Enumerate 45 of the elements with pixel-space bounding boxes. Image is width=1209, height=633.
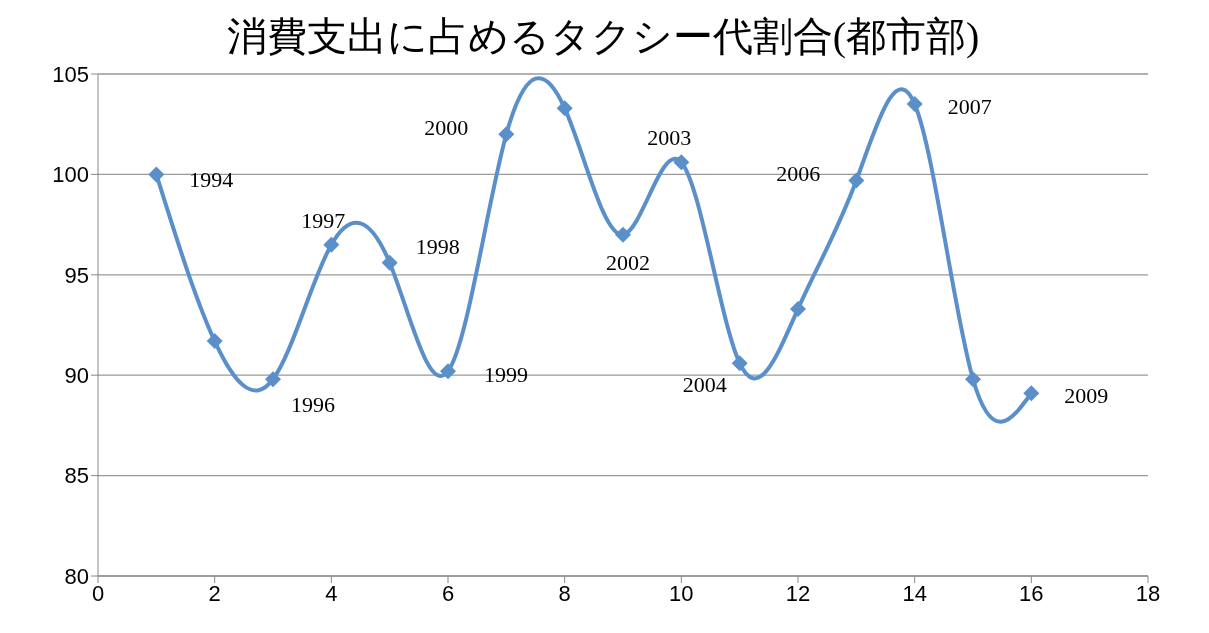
point	[906, 96, 923, 113]
annotation: 2003	[647, 125, 692, 151]
point	[498, 126, 515, 143]
annotation: 2000	[424, 115, 469, 141]
point	[1023, 385, 1040, 402]
y-tick-label: 105	[52, 61, 89, 87]
annotation: 2006	[776, 161, 821, 187]
x-tick-label: 0	[91, 580, 105, 606]
point	[265, 371, 281, 388]
point	[556, 100, 573, 117]
annotation: 1998	[415, 233, 460, 259]
chart-title: 消費支出に占めるタクシー代割合(都市部)	[226, 14, 980, 59]
point	[790, 300, 806, 317]
annotation: 1999	[484, 362, 528, 388]
x-tick-label: 6	[441, 580, 455, 606]
annotation: 1994	[189, 167, 234, 193]
point	[731, 355, 748, 372]
annotation: 2007	[947, 94, 992, 120]
point	[615, 226, 631, 243]
point	[148, 166, 165, 183]
point	[381, 254, 398, 271]
x-tick-label: 2	[208, 580, 221, 606]
x-tick-label: 12	[785, 580, 811, 606]
annotation: 1996	[291, 392, 335, 418]
point	[848, 172, 865, 189]
x-tick-label: 14	[902, 580, 927, 606]
annotation: 1997	[301, 207, 346, 233]
point	[206, 333, 223, 350]
x-tick-label: 8	[558, 580, 571, 606]
x-tick-label: 18	[1135, 580, 1161, 606]
point	[965, 371, 981, 388]
annotation: 2004	[682, 372, 727, 398]
y-tick-label: 85	[64, 463, 89, 489]
y-tick-label: 90	[64, 363, 89, 389]
annotation: 2002	[606, 249, 650, 275]
point	[323, 236, 340, 253]
y-tick-label: 80	[64, 563, 89, 589]
x-tick-label: 16	[1019, 580, 1044, 606]
x-tick-label: 4	[325, 580, 338, 606]
annotation: 2009	[1064, 383, 1109, 409]
point	[440, 363, 456, 380]
point	[673, 154, 690, 171]
y-tick-label: 95	[64, 262, 89, 288]
y-tick-label: 100	[52, 162, 89, 188]
x-tick-label: 10	[669, 580, 694, 606]
